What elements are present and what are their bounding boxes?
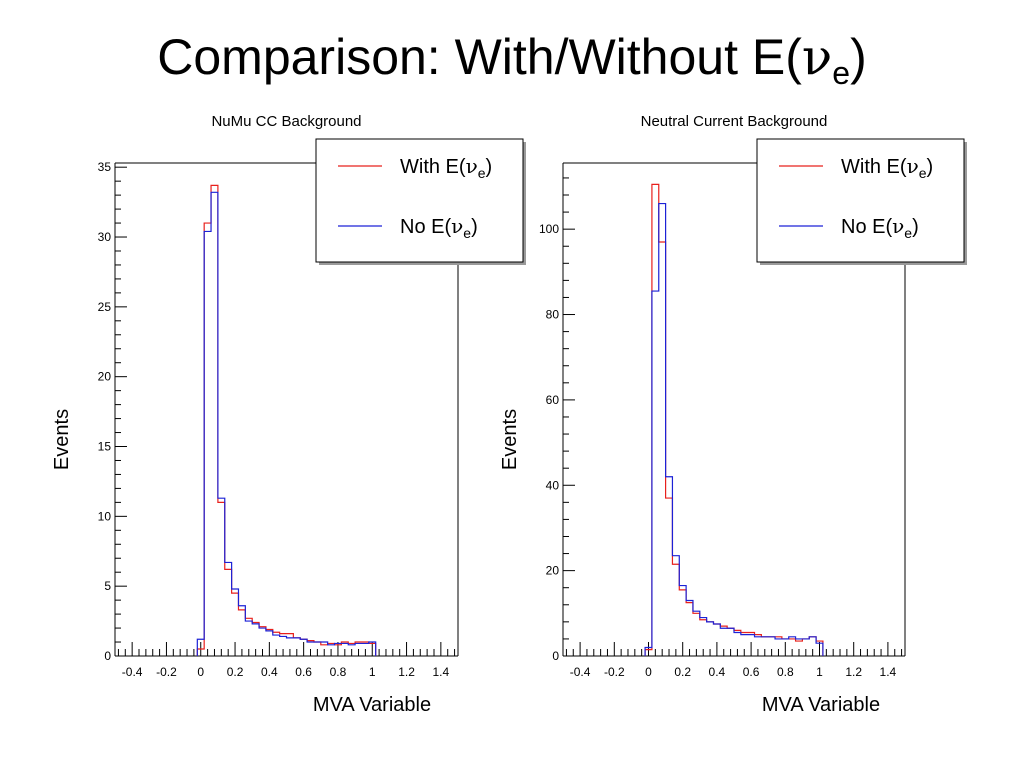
slide-title-prefix: Comparison: With/Without E( bbox=[157, 29, 802, 85]
legend-box bbox=[756, 138, 965, 263]
y-tick-label: 15 bbox=[98, 440, 112, 454]
x-tick-label: 0.2 bbox=[674, 665, 691, 679]
y-tick-label: 0 bbox=[552, 649, 559, 663]
legend-entry-close: ) bbox=[912, 216, 919, 238]
legend-entry-nu: ν bbox=[892, 214, 904, 238]
y-tick-label: 40 bbox=[546, 478, 560, 492]
legend-entry-nu: ν bbox=[451, 214, 463, 238]
y-tick-label: 60 bbox=[546, 393, 560, 407]
y-tick-label: 35 bbox=[98, 160, 112, 174]
legend-entry-label: No E(νe) bbox=[400, 214, 478, 241]
chart-title: Neutral Current Background bbox=[641, 113, 828, 130]
x-tick-label: 0 bbox=[645, 665, 652, 679]
y-tick-label: 25 bbox=[98, 300, 112, 314]
x-tick-label: -0.2 bbox=[604, 665, 625, 679]
x-tick-label: -0.4 bbox=[570, 665, 591, 679]
y-axis-label: Events bbox=[51, 409, 73, 470]
x-tick-label: 0.2 bbox=[227, 665, 244, 679]
legend-entry-close: ) bbox=[471, 216, 478, 238]
legend-entry-label: With E(νe) bbox=[400, 154, 492, 181]
legend-entry-nu: ν bbox=[466, 154, 478, 178]
x-tick-label: 1.4 bbox=[433, 665, 450, 679]
x-tick-label: 1 bbox=[369, 665, 376, 679]
legend-entry-close: ) bbox=[927, 156, 934, 178]
legend-entry-sub: e bbox=[904, 225, 912, 241]
legend-entry-sub: e bbox=[478, 165, 486, 181]
legend-entry-text: No E( bbox=[400, 216, 451, 238]
x-tick-label: 1.4 bbox=[880, 665, 897, 679]
y-tick-label: 10 bbox=[98, 509, 112, 523]
y-tick-label: 0 bbox=[104, 649, 111, 663]
y-tick-label: 100 bbox=[539, 222, 559, 236]
chart-title: NuMu CC Background bbox=[211, 113, 361, 130]
y-tick-label: 20 bbox=[98, 370, 112, 384]
legend-entry-label: With E(νe) bbox=[841, 154, 933, 181]
y-tick-label: 80 bbox=[546, 308, 560, 322]
legend-entry-sub: e bbox=[463, 225, 471, 241]
x-tick-label: 1 bbox=[816, 665, 823, 679]
slide-title: Comparison: With/Without E(νe) bbox=[0, 28, 1024, 89]
x-axis-label: MVA Variable bbox=[313, 694, 431, 716]
x-tick-label: 0 bbox=[197, 665, 204, 679]
x-tick-label: -0.2 bbox=[156, 665, 177, 679]
y-tick-label: 30 bbox=[98, 230, 112, 244]
histogram-series-without bbox=[196, 191, 377, 656]
y-tick-label: 20 bbox=[546, 564, 560, 578]
legend-entry-label: No E(νe) bbox=[841, 214, 919, 241]
x-tick-label: -0.4 bbox=[122, 665, 143, 679]
legend-box bbox=[315, 138, 524, 263]
legend-entry-text: With E( bbox=[841, 156, 907, 178]
x-tick-label: 0.4 bbox=[709, 665, 726, 679]
x-tick-label: 1.2 bbox=[845, 665, 862, 679]
x-tick-label: 0.8 bbox=[330, 665, 347, 679]
histogram-series-without bbox=[644, 202, 824, 656]
legend-entry-close: ) bbox=[486, 156, 493, 178]
x-tick-label: 0.8 bbox=[777, 665, 794, 679]
chart-2: Neutral Current Background 0 20 40 60 80 100 -0… bbox=[499, 113, 967, 716]
x-tick-label: 0.4 bbox=[261, 665, 278, 679]
slide-title-nu-symbol: ν bbox=[801, 28, 833, 86]
x-axis-label: MVA Variable bbox=[762, 694, 880, 716]
slide-title-subscript: e bbox=[832, 55, 851, 91]
x-tick-label: 1.2 bbox=[398, 665, 415, 679]
x-tick-label: 0.6 bbox=[295, 665, 312, 679]
y-tick-label: 5 bbox=[104, 579, 111, 593]
legend-entry-nu: ν bbox=[907, 154, 919, 178]
slide-title-suffix: ) bbox=[850, 29, 867, 85]
legend-entry-text: No E( bbox=[841, 216, 892, 238]
x-tick-label: 0.6 bbox=[743, 665, 760, 679]
legend-entry-sub: e bbox=[919, 165, 927, 181]
y-axis-label: Events bbox=[499, 409, 521, 470]
legend-entry-text: With E( bbox=[400, 156, 466, 178]
